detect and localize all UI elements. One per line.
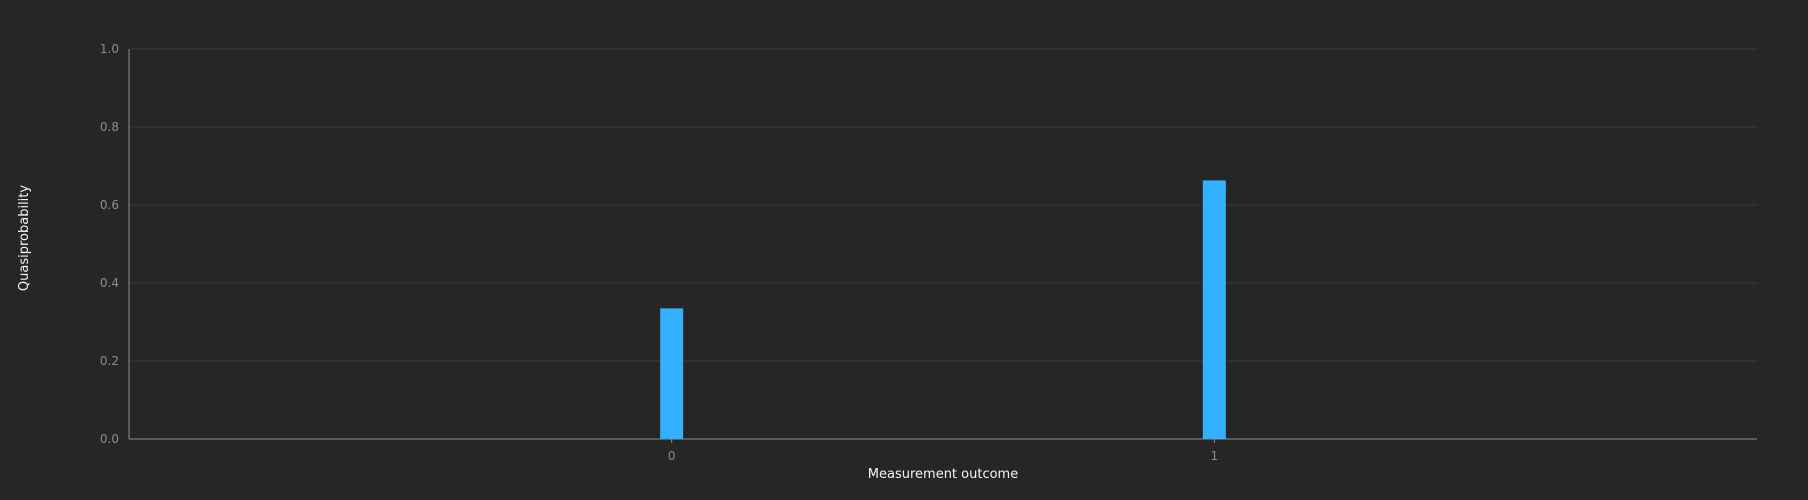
y-tick-label: 0.8 xyxy=(100,120,119,134)
y-tick-label: 0.4 xyxy=(100,276,119,290)
y-tick-label: 0.2 xyxy=(100,354,119,368)
bar-1[interactable] xyxy=(1202,180,1226,439)
x-tick-label: 1 xyxy=(1211,449,1219,463)
y-tick-label: 0.0 xyxy=(100,432,119,446)
bar-0[interactable] xyxy=(660,308,684,439)
y-axis-title: Quasiprobability xyxy=(17,185,32,291)
y-tick-label: 1.0 xyxy=(100,42,119,56)
bars xyxy=(660,180,1226,439)
grid-lines xyxy=(129,48,1757,362)
y-tick-labels: 0.0 0.2 0.4 0.6 0.8 1.0 xyxy=(100,42,119,446)
x-axis-title: Measurement outcome xyxy=(868,467,1018,482)
x-tick-label: 0 xyxy=(668,449,676,463)
y-tick-label: 0.6 xyxy=(100,198,119,212)
